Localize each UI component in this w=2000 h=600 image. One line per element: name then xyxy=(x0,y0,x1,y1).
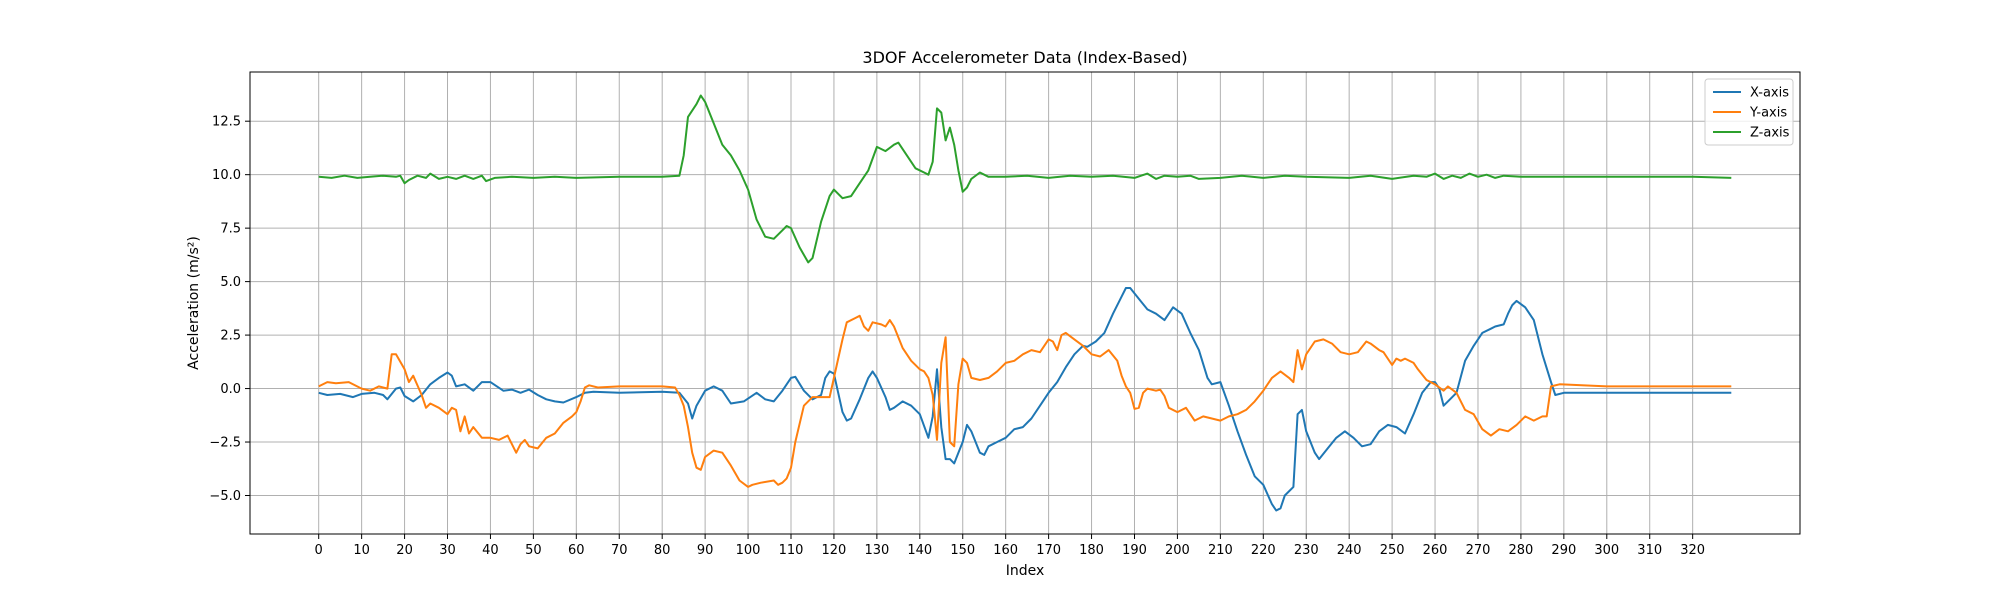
x-tick-label: 20 xyxy=(396,543,413,558)
series-line-y-axis xyxy=(318,314,1732,488)
x-tick-label: 140 xyxy=(907,543,932,558)
y-tick-label: 12.5 xyxy=(212,115,241,130)
x-tick-label: 0 xyxy=(315,543,323,558)
series-line-z-axis xyxy=(318,94,1732,264)
x-tick-label: 230 xyxy=(1294,543,1319,558)
x-tick-label: 110 xyxy=(779,543,804,558)
x-tick-label: 200 xyxy=(1165,543,1190,558)
x-tick-label: 320 xyxy=(1680,543,1705,558)
x-tick-label: 100 xyxy=(736,543,761,558)
y-tick-label: 2.5 xyxy=(220,329,241,344)
x-tick-label: 180 xyxy=(1079,543,1104,558)
x-tick-label: 40 xyxy=(482,543,499,558)
x-tick-label: 250 xyxy=(1380,543,1405,558)
x-tick-label: 220 xyxy=(1251,543,1276,558)
chart-title: 3DOF Accelerometer Data (Index-Based) xyxy=(862,48,1187,67)
x-axis-label: Index xyxy=(1006,563,1045,579)
x-axis-ticks: 0 10 20 30 40 50 60 70 80 90 100 110 120 130 140 150 160… xyxy=(315,534,1705,558)
legend-box xyxy=(1704,78,1794,146)
x-tick-label: 290 xyxy=(1551,543,1576,558)
x-tick-label: 310 xyxy=(1637,543,1662,558)
x-tick-label: 190 xyxy=(1122,543,1147,558)
legend: X-axis Y-axis Z-axis xyxy=(1704,78,1794,146)
x-tick-label: 60 xyxy=(568,543,585,558)
x-tick-label: 170 xyxy=(1036,543,1061,558)
x-tick-label: 300 xyxy=(1594,543,1619,558)
x-tick-label: 270 xyxy=(1466,543,1491,558)
x-tick-label: 260 xyxy=(1423,543,1448,558)
x-tick-label: 10 xyxy=(353,543,370,558)
x-tick-label: 30 xyxy=(439,543,456,558)
y-tick-label: 5.0 xyxy=(220,275,241,290)
series-line-x-axis xyxy=(318,287,1732,512)
x-tick-label: 210 xyxy=(1208,543,1233,558)
y-tick-label: 0.0 xyxy=(220,382,241,397)
x-tick-label: 280 xyxy=(1509,543,1534,558)
series-lines xyxy=(318,94,1732,512)
x-tick-label: 150 xyxy=(950,543,975,558)
x-tick-label: 160 xyxy=(993,543,1018,558)
y-axis-label: Acceleration (m/s²) xyxy=(186,236,202,370)
x-tick-label: 50 xyxy=(525,543,542,558)
x-tick-label: 120 xyxy=(822,543,847,558)
legend-label-x-axis: X-axis xyxy=(1750,86,1789,101)
y-axis-ticks: −5.0 −2.5 0.0 2.5 5.0 7.5 10.0 12.5 xyxy=(209,115,250,504)
x-tick-label: 130 xyxy=(864,543,889,558)
y-tick-label: −2.5 xyxy=(209,436,241,451)
x-tick-label: 80 xyxy=(654,543,671,558)
grid-lines xyxy=(250,72,1800,534)
x-tick-label: 240 xyxy=(1337,543,1362,558)
legend-label-y-axis: Y-axis xyxy=(1749,106,1787,121)
y-tick-label: 7.5 xyxy=(220,222,241,237)
legend-label-z-axis: Z-axis xyxy=(1750,126,1790,141)
y-tick-label: −5.0 xyxy=(209,489,241,504)
plot-frame xyxy=(249,71,1801,535)
x-tick-label: 70 xyxy=(611,543,628,558)
y-tick-label: 10.0 xyxy=(212,168,241,183)
x-tick-label: 90 xyxy=(697,543,714,558)
